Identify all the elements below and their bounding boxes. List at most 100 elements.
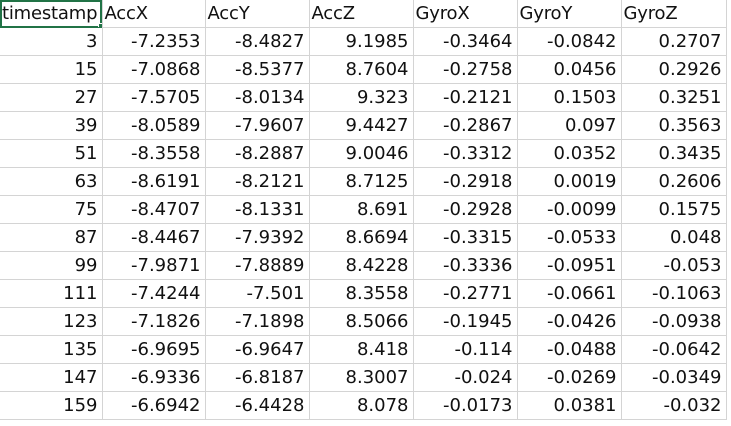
cell-gyroz[interactable]: -0.032 (621, 391, 727, 420)
cell-timestamp[interactable]: 75 (0, 195, 103, 224)
cell-accy[interactable]: -6.4428 (205, 391, 310, 420)
cell-accy[interactable]: -8.1331 (205, 195, 310, 224)
cell-timestamp[interactable]: 87 (0, 223, 103, 252)
cell-header-accy[interactable]: AccY (205, 0, 310, 28)
cell-header-accz[interactable]: AccZ (309, 0, 414, 28)
cell-accy[interactable]: -8.2121 (205, 167, 310, 196)
cell-gyrox[interactable]: -0.3464 (413, 27, 518, 56)
cell-accx[interactable]: -8.3558 (102, 139, 206, 168)
cell-accx[interactable]: -7.4244 (102, 279, 206, 308)
cell-accx[interactable]: -8.6191 (102, 167, 206, 196)
cell-gyrox[interactable]: -0.3315 (413, 223, 518, 252)
cell-gyroy[interactable]: 0.0019 (517, 167, 622, 196)
cell-accy[interactable]: -7.9607 (205, 111, 310, 140)
cell-accz[interactable]: 9.1985 (309, 27, 414, 56)
cell-gyroz[interactable]: -0.0938 (621, 307, 727, 336)
cell-accz[interactable]: 8.418 (309, 335, 414, 364)
cell-accx[interactable]: -7.5705 (102, 83, 206, 112)
cell-accx[interactable]: -8.0589 (102, 111, 206, 140)
cell-accz[interactable]: 8.5066 (309, 307, 414, 336)
cell-accx[interactable]: -7.2353 (102, 27, 206, 56)
cell-gyrox[interactable]: -0.3312 (413, 139, 518, 168)
cell-accy[interactable]: -8.4827 (205, 27, 310, 56)
cell-accz[interactable]: 8.7125 (309, 167, 414, 196)
cell-accx[interactable]: -8.4707 (102, 195, 206, 224)
cell-gyroz[interactable]: 0.2606 (621, 167, 727, 196)
cell-accy[interactable]: -8.5377 (205, 55, 310, 84)
cell-gyrox[interactable]: -0.0173 (413, 391, 518, 420)
cell-header-gyroz[interactable]: GyroZ (621, 0, 727, 28)
cell-gyrox[interactable]: -0.2121 (413, 83, 518, 112)
cell-gyroy[interactable]: -0.0099 (517, 195, 622, 224)
cell-gyroy[interactable]: 0.1503 (517, 83, 622, 112)
cell-gyroy[interactable]: -0.0488 (517, 335, 622, 364)
cell-accz[interactable]: 8.078 (309, 391, 414, 420)
cell-accx[interactable]: -7.0868 (102, 55, 206, 84)
cell-header-gyrox[interactable]: GyroX (413, 0, 518, 28)
cell-gyroz[interactable]: 0.2707 (621, 27, 727, 56)
cell-gyrox[interactable]: -0.2867 (413, 111, 518, 140)
cell-accy[interactable]: -7.9392 (205, 223, 310, 252)
cell-accz[interactable]: 8.3007 (309, 363, 414, 392)
cell-gyroz[interactable]: 0.1575 (621, 195, 727, 224)
cell-gyrox[interactable]: -0.024 (413, 363, 518, 392)
cell-gyroz[interactable]: 0.048 (621, 223, 727, 252)
cell-gyroy[interactable]: -0.0661 (517, 279, 622, 308)
cell-gyroz[interactable]: 0.3563 (621, 111, 727, 140)
cell-gyroy[interactable]: 0.097 (517, 111, 622, 140)
cell-gyroz[interactable]: 0.3251 (621, 83, 727, 112)
cell-gyroy[interactable]: 0.0352 (517, 139, 622, 168)
cell-gyrox[interactable]: -0.2771 (413, 279, 518, 308)
cell-gyroy[interactable]: 0.0381 (517, 391, 622, 420)
cell-accy[interactable]: -7.1898 (205, 307, 310, 336)
cell-timestamp[interactable]: 147 (0, 363, 103, 392)
cell-gyroz[interactable]: 0.2926 (621, 55, 727, 84)
cell-timestamp[interactable]: 135 (0, 335, 103, 364)
cell-accy[interactable]: -6.8187 (205, 363, 310, 392)
cell-gyrox[interactable]: -0.2928 (413, 195, 518, 224)
cell-gyroz[interactable]: -0.0349 (621, 363, 727, 392)
cell-timestamp[interactable]: 99 (0, 251, 103, 280)
cell-gyroz[interactable]: -0.0642 (621, 335, 727, 364)
cell-accz[interactable]: 8.691 (309, 195, 414, 224)
cell-accy[interactable]: -6.9647 (205, 335, 310, 364)
cell-gyroy[interactable]: 0.0456 (517, 55, 622, 84)
cell-accx[interactable]: -6.9336 (102, 363, 206, 392)
cell-gyroy[interactable]: -0.0269 (517, 363, 622, 392)
cell-accx[interactable]: -7.9871 (102, 251, 206, 280)
cell-timestamp[interactable]: 111 (0, 279, 103, 308)
cell-accz[interactable]: 8.7604 (309, 55, 414, 84)
cell-accz[interactable]: 8.4228 (309, 251, 414, 280)
cell-accz[interactable]: 9.0046 (309, 139, 414, 168)
cell-gyrox[interactable]: -0.1945 (413, 307, 518, 336)
cell-accx[interactable]: -6.6942 (102, 391, 206, 420)
cell-accy[interactable]: -8.0134 (205, 83, 310, 112)
cell-accx[interactable]: -6.9695 (102, 335, 206, 364)
cell-gyroy[interactable]: -0.0951 (517, 251, 622, 280)
cell-gyroz[interactable]: -0.053 (621, 251, 727, 280)
cell-timestamp[interactable]: 63 (0, 167, 103, 196)
cell-gyrox[interactable]: -0.3336 (413, 251, 518, 280)
cell-timestamp[interactable]: 123 (0, 307, 103, 336)
cell-gyroy[interactable]: -0.0426 (517, 307, 622, 336)
cell-timestamp[interactable]: 159 (0, 391, 103, 420)
cell-accy[interactable]: -7.8889 (205, 251, 310, 280)
cell-header-timestamp[interactable]: timestamp (0, 0, 103, 28)
cell-accz[interactable]: 8.6694 (309, 223, 414, 252)
cell-header-gyroy[interactable]: GyroY (517, 0, 622, 28)
cell-accz[interactable]: 9.323 (309, 83, 414, 112)
cell-header-accx[interactable]: AccX (102, 0, 206, 28)
cell-timestamp[interactable]: 51 (0, 139, 103, 168)
cell-gyroz[interactable]: 0.3435 (621, 139, 727, 168)
cell-gyroy[interactable]: -0.0842 (517, 27, 622, 56)
cell-timestamp[interactable]: 3 (0, 27, 103, 56)
cell-accy[interactable]: -8.2887 (205, 139, 310, 168)
cell-accz[interactable]: 9.4427 (309, 111, 414, 140)
cell-timestamp[interactable]: 15 (0, 55, 103, 84)
cell-gyroy[interactable]: -0.0533 (517, 223, 622, 252)
cell-gyrox[interactable]: -0.114 (413, 335, 518, 364)
cell-gyroz[interactable]: -0.1063 (621, 279, 727, 308)
cell-accx[interactable]: -8.4467 (102, 223, 206, 252)
cell-gyrox[interactable]: -0.2918 (413, 167, 518, 196)
